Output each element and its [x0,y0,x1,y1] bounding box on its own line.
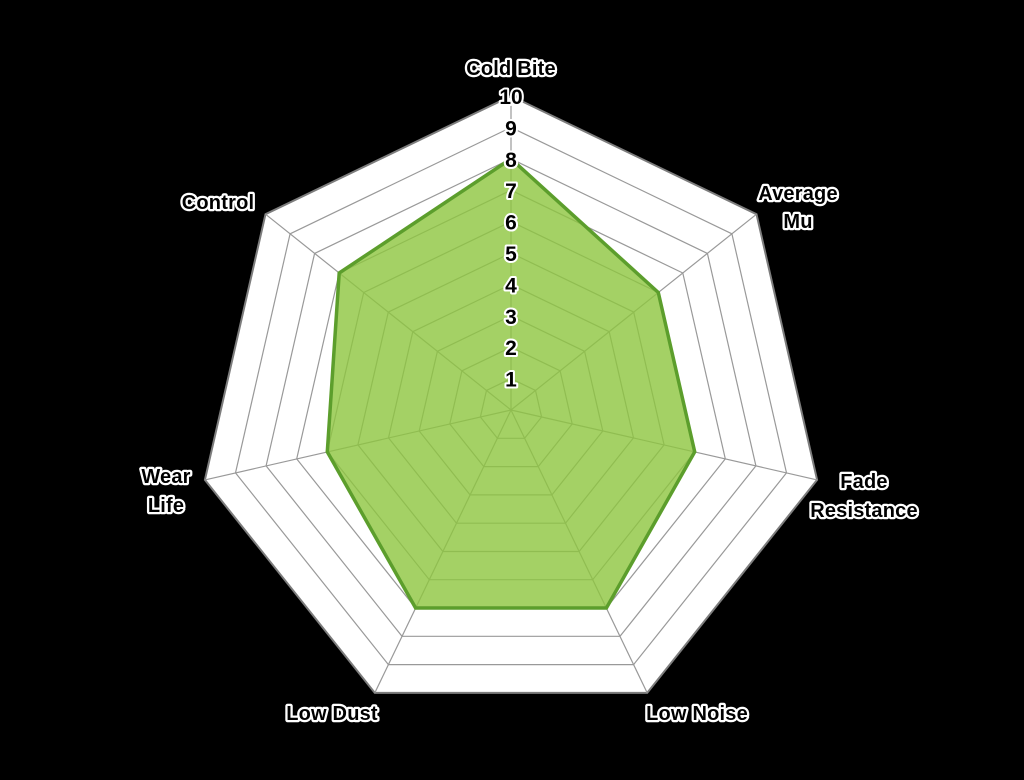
axis-label-control: Control [182,192,255,214]
axis-label-low-noise: Low Noise [646,703,748,725]
axis-label-fade-resistance-line-2: Resistance [810,500,918,522]
axis-label-cold-bite: Cold Bite [466,58,556,80]
tick-label-8: 8 [505,149,517,172]
tick-label-5: 5 [505,243,517,266]
tick-label-1: 1 [505,369,517,392]
grid-ring-8 [265,158,757,637]
tick-label-9: 9 [505,117,517,140]
axis-label-wear-life-line-1: Wear [141,466,190,488]
grid-ring-9 [234,126,788,666]
axis-label-average-mu-line-2: Mu [783,211,812,233]
axis-label-low-dust: Low Dust [286,703,378,725]
axis-label-average-mu-line-1: Average [758,183,838,205]
axis-label-fade-resistance-line-1: Fade [840,471,887,493]
series-polygon [325,156,697,610]
axis-label-wear-life-line-2: Life [148,495,184,517]
tick-label-10: 10 [499,86,522,109]
tick-label-6: 6 [505,212,517,235]
tick-label-3: 3 [505,306,517,329]
tick-label-2: 2 [505,337,517,360]
tick-label-7: 7 [505,180,517,203]
tick-label-4: 4 [505,274,517,297]
